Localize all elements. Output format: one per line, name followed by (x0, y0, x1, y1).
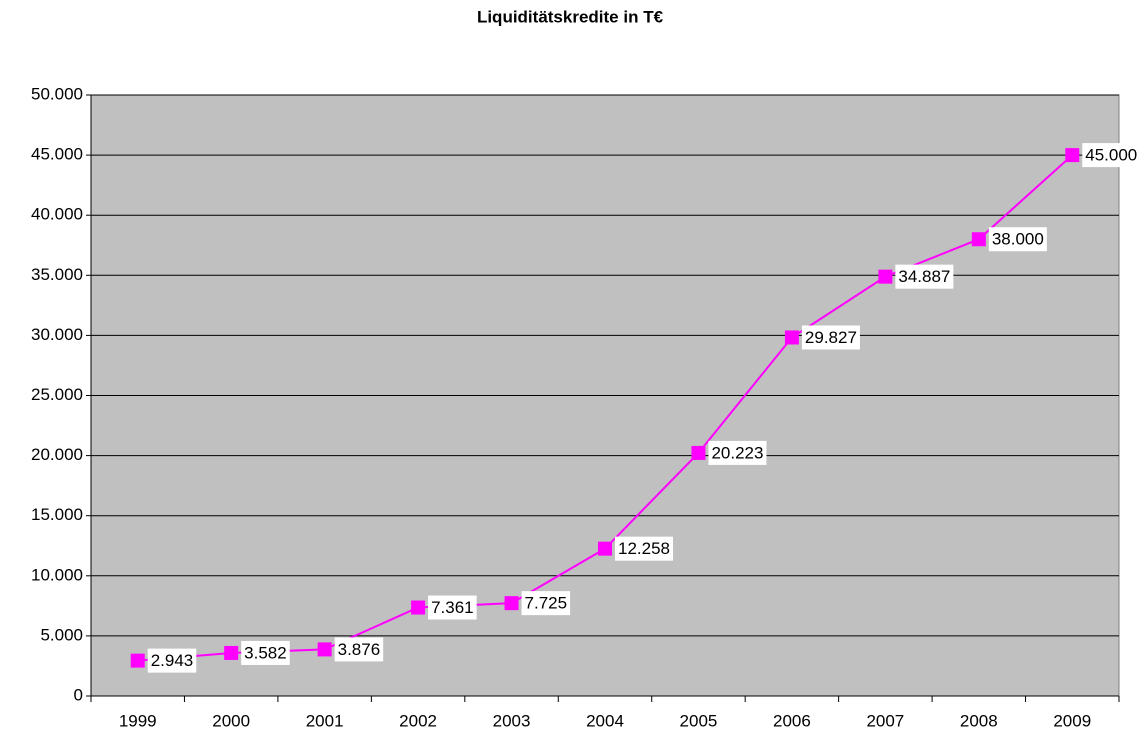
y-tick-label: 10.000 (31, 565, 83, 584)
data-label-box (334, 637, 384, 662)
marker (224, 645, 239, 660)
data-label: 45.000 (1085, 146, 1137, 165)
x-tick-label: 2004 (586, 711, 624, 730)
data-label: 3.876 (338, 640, 381, 659)
x-tick-label: 2009 (1053, 711, 1091, 730)
data-label-box (615, 536, 673, 561)
data-label-box (147, 648, 197, 673)
y-tick-label: 45.000 (31, 145, 83, 164)
data-label: 3.582 (244, 643, 287, 662)
marker (691, 445, 706, 460)
data-label-box (708, 440, 767, 465)
y-tick-label: 35.000 (31, 265, 83, 284)
y-tick-label: 0 (74, 685, 83, 704)
data-label: 12.258 (618, 539, 670, 558)
data-label: 34.887 (898, 267, 950, 286)
data-label-box (428, 595, 477, 620)
marker (130, 653, 145, 668)
x-tick-label: 2007 (866, 711, 904, 730)
marker (1065, 148, 1080, 163)
marker (317, 642, 332, 657)
marker (878, 269, 893, 284)
data-label: 29.827 (805, 328, 857, 347)
marker (598, 541, 612, 556)
data-label: 7.725 (525, 594, 568, 613)
y-tick-label: 20.000 (31, 445, 83, 464)
data-label-box (895, 264, 954, 289)
y-tick-label: 30.000 (31, 325, 83, 344)
y-tick-label: 40.000 (31, 205, 83, 224)
data-label: 20.223 (711, 443, 763, 462)
marker (784, 330, 799, 345)
data-label-box (801, 325, 860, 350)
y-tick-label: 25.000 (31, 385, 83, 404)
x-tick-label: 2005 (680, 711, 718, 730)
marker (411, 600, 426, 615)
data-label-box (988, 227, 1047, 252)
data-label-box (521, 591, 571, 616)
data-label: 38.000 (992, 230, 1044, 249)
y-tick-label: 5.000 (40, 625, 83, 644)
y-tick-label: 50.000 (31, 84, 83, 103)
data-label-box (241, 640, 290, 665)
data-label: 2.943 (151, 651, 194, 670)
x-tick-label: 1999 (119, 711, 157, 730)
x-tick-label: 2006 (773, 711, 811, 730)
data-label: 7.361 (431, 598, 474, 617)
x-tick-label: 2002 (399, 711, 437, 730)
x-tick-label: 2001 (306, 711, 344, 730)
marker (504, 596, 519, 611)
y-tick-label: 15.000 (31, 505, 83, 524)
x-tick-label: 2008 (960, 711, 998, 730)
x-tick-label: 2000 (212, 711, 250, 730)
chart-title: Liquiditätskredite in T€ (477, 7, 664, 26)
marker (971, 232, 986, 247)
data-label-box (1082, 143, 1140, 168)
x-tick-label: 2003 (493, 711, 531, 730)
